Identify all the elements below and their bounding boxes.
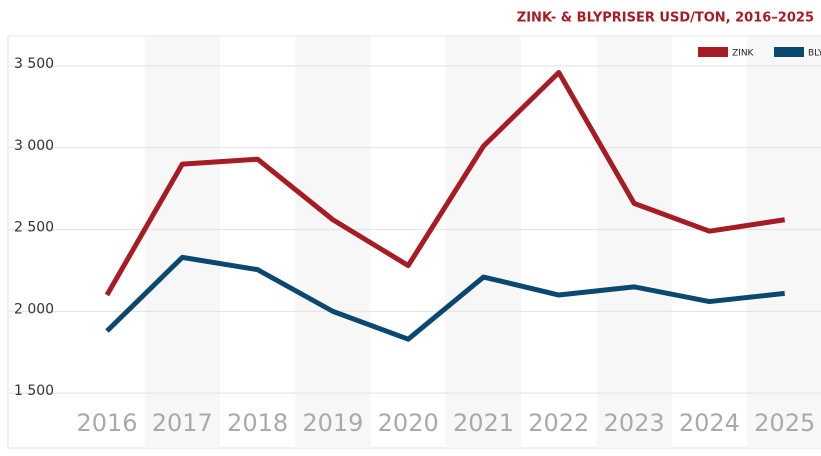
y-tick-label: 2 000 — [14, 301, 54, 317]
y-tick-label: 1 500 — [14, 383, 54, 399]
x-tick-label: 2022 — [528, 409, 589, 437]
x-tick-label: 2024 — [679, 409, 740, 437]
x-tick-label: 2017 — [152, 409, 213, 437]
x-tick-label: 2025 — [754, 409, 815, 437]
column-band — [445, 37, 522, 448]
plot-panel — [7, 35, 821, 449]
column-band — [144, 37, 220, 448]
line-series — [105, 254, 785, 342]
column-band — [596, 37, 672, 448]
legend-swatch — [698, 47, 728, 57]
legend-label: ZINK — [732, 49, 755, 59]
x-tick-label: 2020 — [378, 409, 439, 437]
y-tick-label: 3 000 — [14, 138, 54, 154]
legend-label: BLY — [808, 49, 821, 59]
x-tick-label: 2019 — [302, 409, 363, 437]
y-tick-label: 2 500 — [14, 220, 54, 236]
x-tick-label: 2016 — [76, 409, 137, 437]
x-tick-label: 2023 — [604, 409, 665, 437]
x-tick-label: 2018 — [227, 409, 288, 437]
x-tick-label: 2021 — [453, 409, 514, 437]
chart-title: ZINK- & BLYPRISER USD/TON, 2016–2025 — [517, 11, 814, 26]
column-band — [295, 37, 371, 448]
column-band — [747, 37, 821, 448]
legend-swatch — [774, 47, 804, 57]
line-series — [104, 69, 786, 297]
y-tick-label: 3 500 — [14, 56, 54, 72]
